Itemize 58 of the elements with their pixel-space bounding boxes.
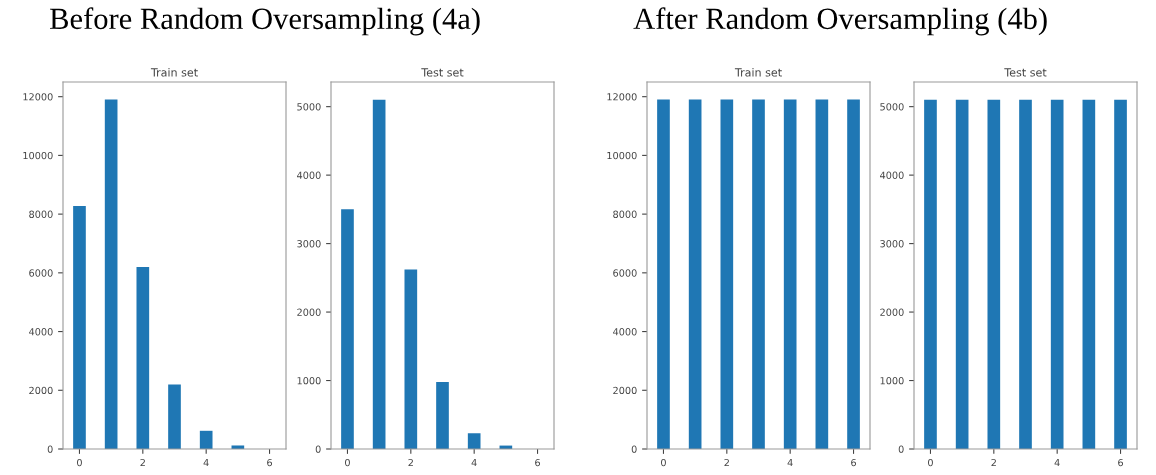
- y-tick-label: 3000: [880, 240, 904, 248]
- text: After Random Oversampling (4b): [633, 7, 1047, 36]
- y-tick-label: 6000: [29, 269, 53, 277]
- chart-title: Test set: [421, 68, 464, 77]
- y-tick-label: 12000: [23, 93, 53, 101]
- y-tick-label: 2000: [613, 386, 637, 395]
- y-tick-label: 0: [315, 445, 321, 453]
- y-tick-label: 1000: [880, 377, 904, 385]
- bar: [372, 99, 386, 449]
- bar: [404, 269, 418, 449]
- y-tick-label: 3000: [297, 240, 321, 248]
- y-tick-label: 2000: [297, 308, 321, 316]
- y-tick-label: 0: [631, 445, 637, 453]
- y-tick-label: 4000: [613, 328, 637, 336]
- y-tick-label: 2000: [29, 386, 53, 395]
- y-tick-label: 2000: [880, 308, 904, 316]
- y-tick-label: 4000: [29, 328, 53, 336]
- x-tick-label: 4: [203, 459, 209, 467]
- x-tick-label: 2: [724, 458, 729, 467]
- bar: [136, 266, 150, 449]
- x-tick-label: 0: [661, 458, 666, 467]
- x-tick-label: 4: [1054, 459, 1060, 467]
- bar: [199, 430, 213, 449]
- x-tick-label: 0: [928, 458, 933, 467]
- x-tick-label: 2: [408, 458, 413, 467]
- x-tick-label: 4: [787, 459, 793, 467]
- y-tick-label: 6000: [613, 269, 637, 277]
- x-tick-label: 2: [140, 458, 145, 467]
- x-tick-label: 0: [77, 458, 82, 467]
- y-tick-label: 5000: [880, 103, 904, 111]
- y-tick-label: 4000: [297, 171, 321, 179]
- x-tick-label: 4: [471, 459, 477, 467]
- x-tick-label: 6: [267, 458, 273, 467]
- y-tick-label: 0: [47, 445, 53, 453]
- y-tick-label: 0: [898, 445, 904, 453]
- bar: [467, 433, 481, 449]
- x-tick-label: 6: [1118, 458, 1124, 467]
- y-tick-label: 10000: [607, 151, 637, 160]
- bar: [436, 381, 449, 449]
- x-tick-label: 6: [851, 458, 857, 467]
- y-tick-label: 12000: [607, 93, 637, 101]
- y-tick-label: 4000: [880, 171, 904, 179]
- bar: [104, 99, 118, 449]
- chart-title: Train set: [150, 68, 198, 77]
- bar: [168, 384, 181, 449]
- bar: [73, 205, 86, 449]
- y-tick-label: 8000: [29, 210, 53, 218]
- y-tick-label: 1000: [297, 377, 321, 385]
- x-tick-label: 2: [991, 458, 996, 467]
- x-tick-label: 6: [535, 458, 541, 467]
- y-tick-label: 10000: [23, 151, 53, 160]
- bar: [341, 209, 354, 449]
- y-tick-label: 8000: [613, 210, 637, 218]
- text: Before Random Oversampling (4a): [50, 7, 480, 36]
- x-tick-label: 0: [345, 458, 350, 467]
- chart-title: Train set: [734, 68, 782, 77]
- y-tick-label: 5000: [297, 103, 321, 111]
- chart-title: Test set: [1004, 68, 1047, 77]
